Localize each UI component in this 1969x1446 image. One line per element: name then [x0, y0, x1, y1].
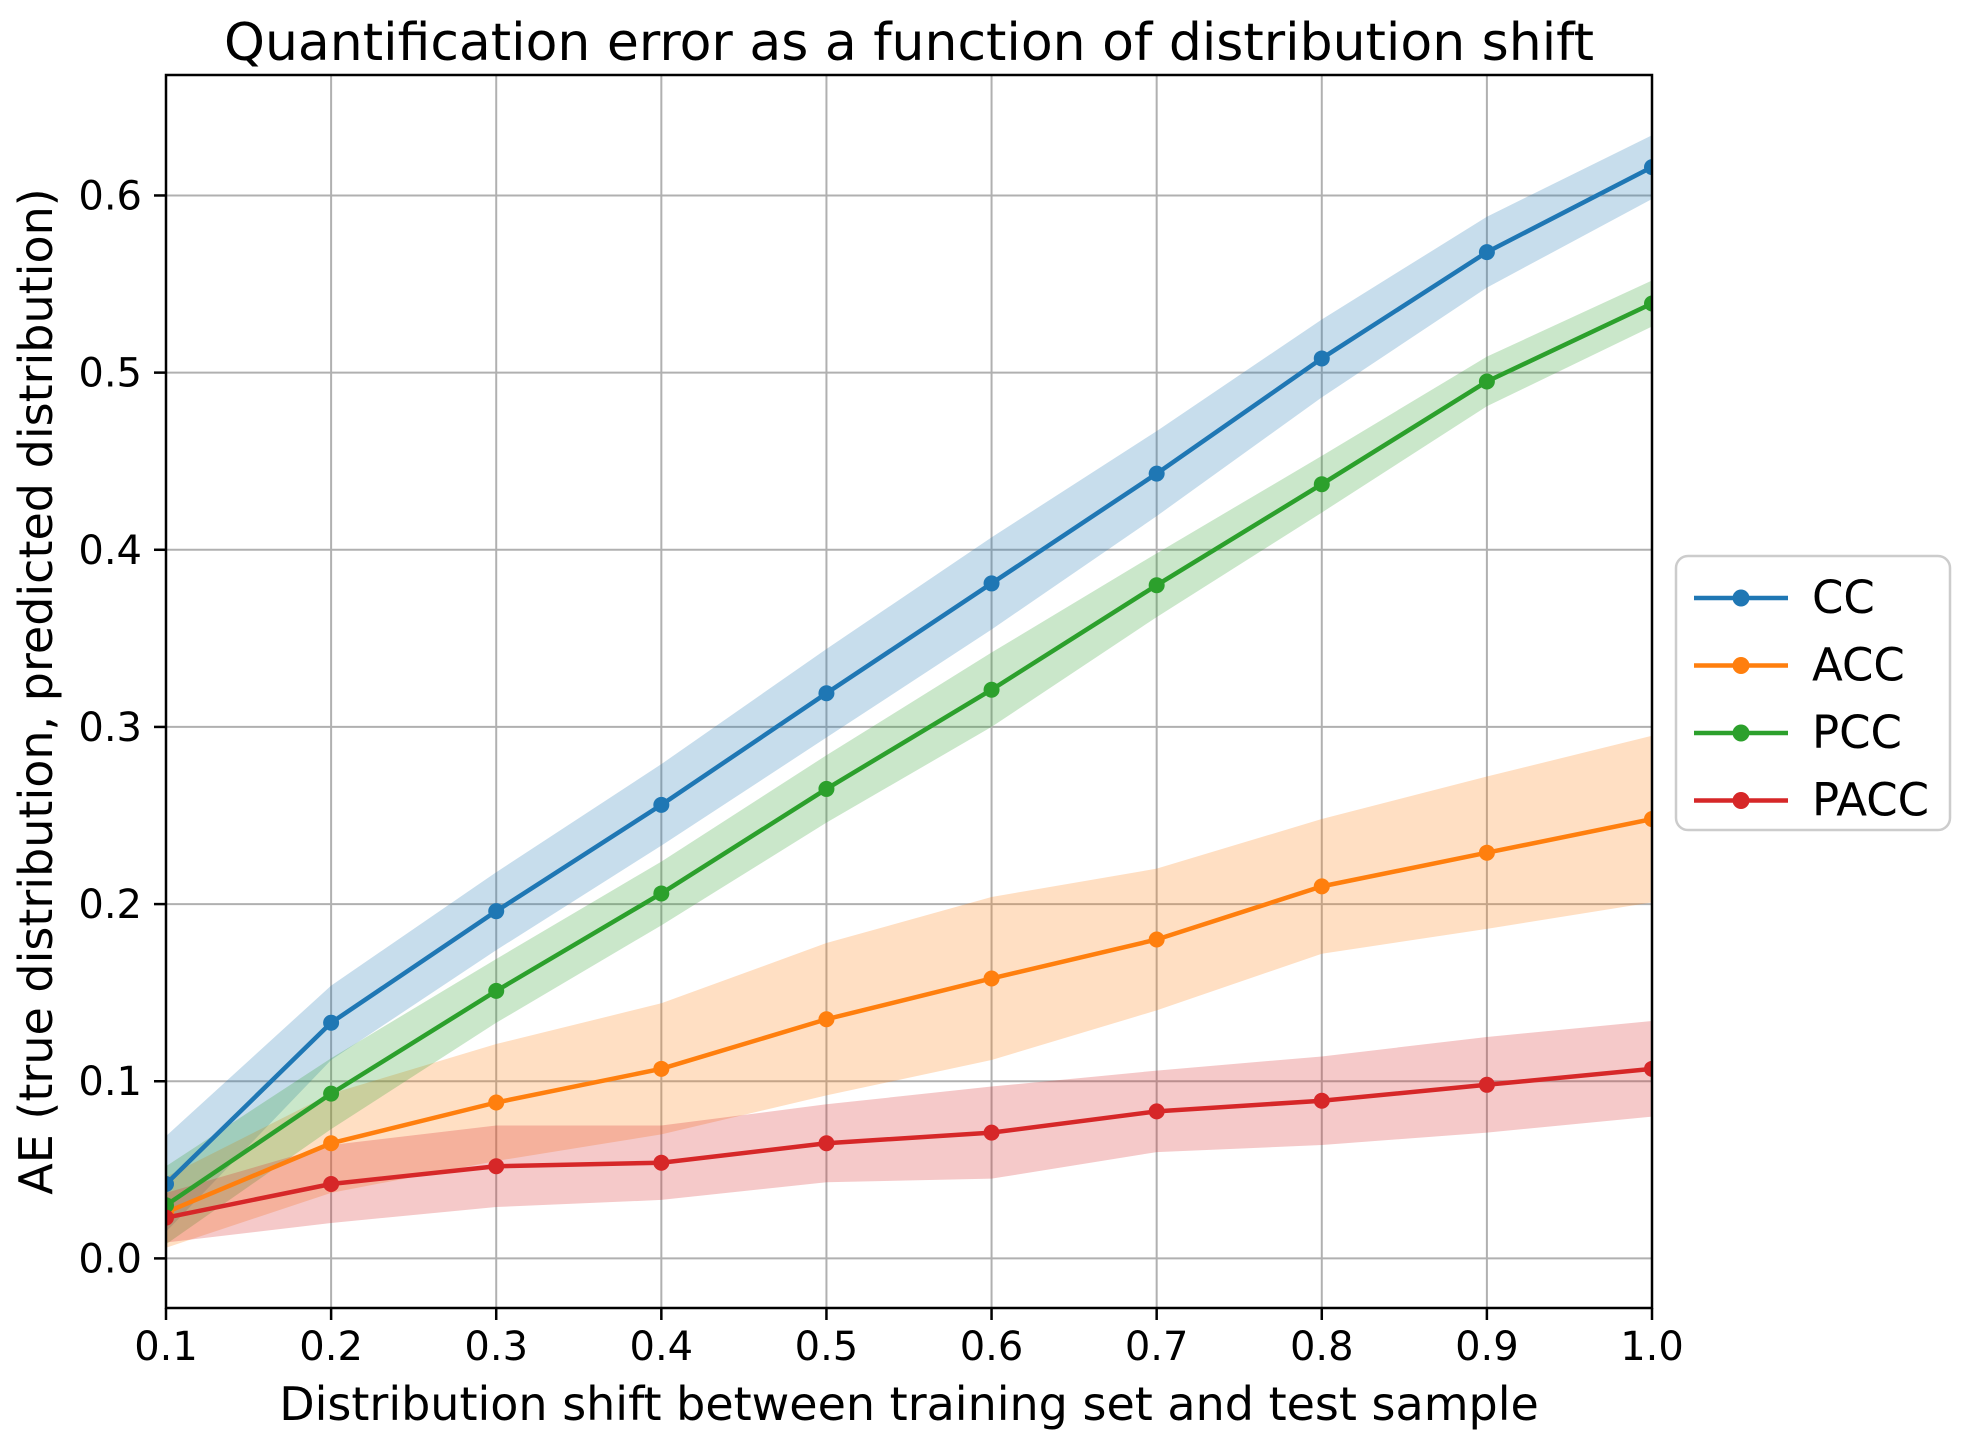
confidence-band-PCC	[166, 280, 1652, 1245]
line-PACC	[166, 1066, 1652, 1220]
marker-PCC-0.9	[1478, 373, 1495, 390]
y-axis-label: AE (true distribution, predicted distrib…	[9, 188, 63, 1194]
marker-CC-1.0	[1644, 159, 1652, 176]
legend-marker-PACC	[1732, 792, 1750, 809]
axes-spines	[164, 73, 1654, 1310]
legend-box	[1674, 554, 1952, 832]
marker-CC-0.4	[653, 796, 670, 813]
confidence-band-ACC	[166, 735, 1652, 1248]
confidence-band-CC	[166, 135, 1652, 1232]
marker-PACC-0.3	[488, 1158, 505, 1175]
marker-CC-0.6	[983, 575, 1000, 592]
marker-PACC-0.8	[1313, 1092, 1330, 1109]
x-tick-label-0.5: 0.5	[795, 1324, 859, 1370]
x-tick-label-0.3: 0.3	[464, 1324, 528, 1370]
marker-ACC-0.9	[1478, 844, 1495, 861]
marker-PCC-0.5	[818, 780, 835, 797]
y-tick-label-0.1: 0.1	[78, 1059, 142, 1105]
marker-CC-0.9	[1478, 244, 1495, 261]
marker-ACC-0.7	[1148, 931, 1165, 948]
marker-CC-0.7	[1148, 465, 1165, 482]
legend-entry-PCC: PCC	[1694, 706, 1902, 759]
marker-PACC-0.5	[818, 1135, 835, 1152]
chart-title: Quantification error as a function of di…	[224, 13, 1594, 73]
legend-label-CC: CC	[1812, 571, 1875, 624]
line-PCC	[166, 301, 1652, 1208]
y-tick-label-0.2: 0.2	[78, 882, 142, 928]
marker-PACC-0.4	[653, 1154, 670, 1171]
marker-PCC-0.3	[488, 982, 505, 999]
marker-ACC-0.4	[653, 1060, 670, 1077]
marker-PCC-1.0	[1644, 295, 1652, 312]
marker-ACC-0.5	[818, 1011, 835, 1028]
legend-entry-PACC: PACC	[1694, 774, 1929, 827]
marker-ACC-0.3	[488, 1094, 505, 1111]
marker-PCC-0.1	[166, 1197, 174, 1214]
marker-PCC-0.7	[1148, 577, 1165, 594]
legend-entry-ACC: ACC	[1694, 639, 1905, 692]
confidence-band-PACC	[166, 1021, 1652, 1243]
marker-PCC-0.6	[983, 681, 1000, 698]
marker-ACC-0.6	[983, 970, 1000, 987]
line-CC	[166, 165, 1652, 1186]
x-tick-label-0.7: 0.7	[1125, 1324, 1189, 1370]
marker-PACC-0.9	[1478, 1076, 1495, 1093]
legend-marker-PCC	[1732, 724, 1750, 742]
x-tick-label-0.1: 0.1	[134, 1324, 198, 1370]
marker-CC-0.5	[818, 685, 835, 702]
marker-PACC-0.6	[983, 1124, 1000, 1141]
marker-PCC-0.8	[1313, 476, 1330, 493]
marker-PACC-0.1	[166, 1209, 174, 1226]
line-ACC	[166, 816, 1652, 1215]
legend-label-ACC: ACC	[1812, 639, 1905, 692]
marker-CC-0.2	[323, 1014, 340, 1031]
marker-ACC-1.0	[1644, 811, 1652, 828]
x-tick-label-0.6: 0.6	[960, 1324, 1024, 1370]
marker-PCC-0.2	[323, 1085, 340, 1102]
legend-label-PCC: PCC	[1812, 706, 1902, 759]
marker-CC-0.1	[166, 1175, 174, 1192]
x-tick-label-0.2: 0.2	[299, 1324, 363, 1370]
marker-PCC-0.4	[653, 885, 670, 902]
plot-data-area	[166, 135, 1652, 1248]
legend-entry-CC: CC	[1694, 571, 1875, 624]
x-tick-label-1.0: 1.0	[1620, 1324, 1684, 1370]
marker-PACC-0.7	[1148, 1103, 1165, 1120]
legend: CC ACC PCC PACC	[1674, 554, 1952, 832]
x-tick-label-0.9: 0.9	[1455, 1324, 1519, 1370]
marker-CC-0.3	[488, 903, 505, 920]
y-tick-label-0.0: 0.0	[78, 1236, 142, 1282]
y-tick-label-0.3: 0.3	[78, 705, 142, 751]
legend-marker-CC	[1732, 589, 1750, 607]
marker-PACC-0.2	[323, 1175, 340, 1192]
marker-CC-0.8	[1313, 350, 1330, 367]
x-tick-label-0.8: 0.8	[1290, 1324, 1354, 1370]
marker-ACC-0.2	[323, 1135, 340, 1152]
marker-ACC-0.8	[1313, 878, 1330, 895]
legend-label-PACC: PACC	[1812, 774, 1929, 827]
x-tick-label-0.4: 0.4	[630, 1324, 694, 1370]
marker-PACC-1.0	[1644, 1060, 1652, 1077]
legend-marker-ACC	[1732, 657, 1750, 674]
x-axis-label: Distribution shift between training set …	[279, 1377, 1539, 1431]
y-tick-label-0.5: 0.5	[78, 351, 142, 397]
y-tick-label-0.4: 0.4	[78, 528, 142, 574]
y-tick-label-0.6: 0.6	[78, 173, 142, 219]
